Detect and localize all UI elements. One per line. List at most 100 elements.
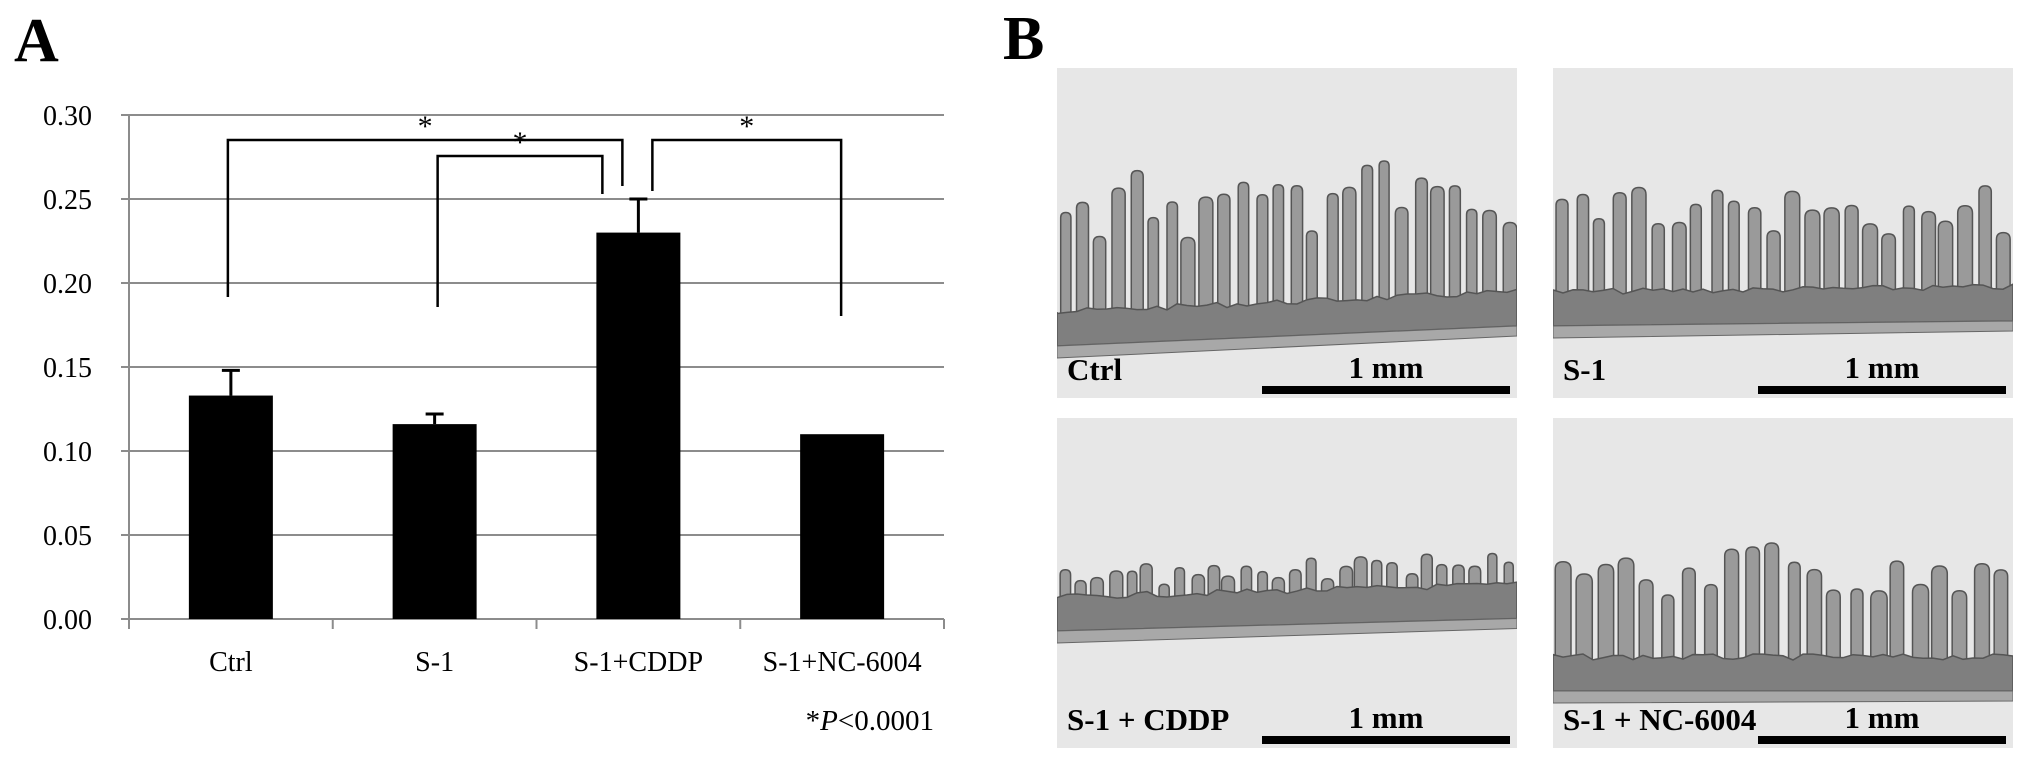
tissue-shape [1930, 565, 1949, 664]
tissue-shape [1191, 573, 1206, 600]
tissue-shape [1237, 181, 1250, 311]
significance-star: * [513, 126, 528, 159]
tissue-shape [1305, 557, 1317, 597]
scale-bar-label: 1 mm [1844, 350, 1920, 385]
significance-star: * [418, 110, 433, 143]
tissue-shape [1850, 588, 1864, 664]
micrograph-label: S-1 + NC-6004 [1563, 702, 1757, 737]
tissue-shape [1502, 221, 1517, 300]
tissue-shape [1921, 210, 1937, 295]
y-tick-label: 0.00 [43, 605, 92, 636]
scale-bar [1758, 386, 2006, 394]
scale-bar-label: 1 mm [1348, 350, 1424, 385]
tissue-shape [1378, 160, 1390, 305]
tissue-shape [1555, 198, 1569, 299]
tissue-shape [1993, 569, 2009, 664]
tissue-shape [1638, 579, 1654, 664]
x-tick-label: S-1 [415, 647, 454, 678]
tissue-shape [1272, 184, 1285, 310]
tissue-shape [1057, 288, 1517, 347]
bar-chart: 0.00 0.05 0.10 0.15 0.20 0.25 0.30 Ctrl S-1 S-1+C… [43, 101, 945, 737]
tissue-image-s1 [1553, 185, 2013, 339]
tissue-shape [1651, 223, 1666, 298]
tissue-shape [1130, 169, 1144, 316]
tissue-shape [1465, 208, 1478, 301]
tissue-shape [1703, 583, 1718, 664]
tissue-shape [1057, 617, 1517, 644]
bar [392, 424, 477, 619]
y-tick-label: 0.05 [43, 521, 92, 552]
scale-bar-label: 1 mm [1348, 700, 1424, 735]
y-tick-label: 0.15 [43, 353, 92, 384]
tissue-shape [1553, 653, 2013, 692]
tissue-shape [1806, 568, 1823, 664]
tissue-shape [1290, 184, 1304, 309]
tissue-shape [1198, 196, 1214, 313]
significance-bracket [651, 138, 843, 316]
tissue-image-ctrl [1057, 160, 1517, 359]
tissue-shape [1978, 185, 1993, 295]
x-tick-label: S-1+NC-6004 [763, 647, 922, 678]
tissue-shape [1723, 548, 1740, 664]
tissue-shape [1727, 200, 1740, 297]
tissue-shape [1825, 589, 1841, 664]
tissue-shape [1661, 594, 1675, 664]
tissue-shape [1575, 573, 1594, 664]
tissue-shape [1305, 230, 1318, 308]
tissue-shape [1823, 207, 1840, 296]
tissue-shape [1745, 546, 1761, 664]
tissue-shape [1166, 201, 1179, 314]
tissue-shape [1057, 581, 1517, 632]
tissue-shape [1766, 230, 1781, 297]
panel-a-letter: A [14, 7, 59, 75]
tissue-shape [1784, 190, 1801, 297]
y-tick-label: 0.20 [43, 269, 92, 300]
tissue-shape [1554, 560, 1572, 664]
tissue-shape [1553, 690, 2013, 704]
y-tick-label: 0.30 [43, 101, 92, 132]
tissue-shape [1787, 561, 1801, 664]
tissue-shape [1804, 209, 1821, 296]
micrograph-label: S-1 + CDDP [1067, 702, 1230, 737]
micrograph-label: S-1 [1563, 352, 1607, 387]
tissue-shape [1394, 206, 1409, 304]
tissue-shape [1711, 189, 1724, 297]
tissue-shape [1059, 211, 1072, 319]
tissue-shape [1553, 283, 2013, 327]
tissue-image-s1-nc6004 [1553, 542, 2013, 704]
tissue-shape [1597, 563, 1615, 664]
bar [800, 434, 885, 619]
tissue-shape [1844, 204, 1859, 296]
tissue-shape [1342, 186, 1357, 307]
tissue-shape [1217, 193, 1231, 312]
tissue-shape [1448, 185, 1462, 302]
tissue-shape [1861, 223, 1879, 296]
tissue-shape [1288, 568, 1302, 598]
scale-bar [1262, 736, 1510, 744]
tissue-shape [1995, 231, 2011, 294]
tissue-shape [1174, 566, 1186, 601]
micrograph-s1-cddp: S-1 + CDDP 1 mm [1057, 418, 1517, 748]
tissue-shape [1689, 203, 1703, 298]
tissue-shape [1870, 590, 1888, 664]
tissue-shape [1353, 556, 1368, 596]
micrograph-ctrl: Ctrl 1 mm [1057, 68, 1517, 398]
tissue-shape [1075, 201, 1090, 318]
scale-bar-label: 1 mm [1844, 700, 1920, 735]
tissue-shape [1764, 542, 1780, 664]
tissue-shape [1617, 557, 1635, 664]
tissue-shape [1881, 233, 1897, 296]
panel-b-letter: B [1003, 5, 1045, 73]
significance-bracket [436, 154, 604, 307]
tissue-shape [1180, 236, 1196, 314]
tissue-shape [1937, 220, 1954, 295]
tissue-shape [1109, 570, 1124, 603]
tissue-image-s1-cddp [1057, 552, 1517, 644]
y-tick-label: 0.10 [43, 437, 92, 468]
p-value-footnote: *P<0.0001 [806, 705, 934, 737]
tissue-shape [1956, 204, 1974, 295]
micrograph-s1-nc6004: S-1 + NC-6004 1 mm [1553, 418, 2013, 748]
tissue-shape [1671, 221, 1687, 298]
tissue-shape [1092, 235, 1107, 317]
tissue-shape [1482, 209, 1498, 300]
